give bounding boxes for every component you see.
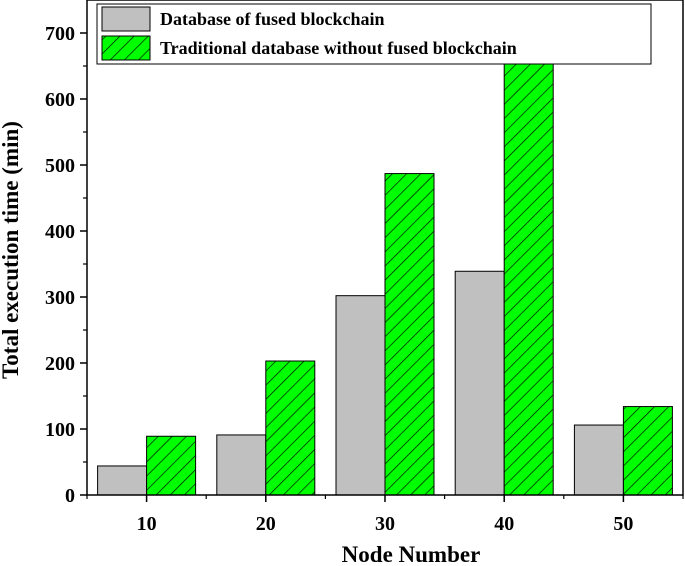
y-tick-label: 700 (45, 23, 75, 45)
bar-traditional-database (146, 435, 197, 496)
bar-traditional-database (384, 173, 435, 496)
y-tick-label: 100 (45, 419, 75, 441)
y-tick-label: 200 (45, 353, 75, 375)
bar-fused-blockchain (454, 270, 505, 496)
legend-swatch-traditional (101, 35, 151, 61)
x-axis-title: Node Number (342, 542, 481, 566)
y-tick-label: 0 (65, 485, 75, 507)
x-tick-label: 40 (494, 513, 514, 535)
bar-fused-blockchain (216, 434, 267, 496)
y-tick-label: 600 (45, 89, 75, 111)
legend-swatch-fused (101, 6, 151, 32)
bar-fused-blockchain (573, 424, 624, 496)
x-tick-label: 10 (137, 513, 157, 535)
x-axis: 10 20 30 40 50 (86, 495, 684, 535)
x-tick-label: 30 (375, 513, 395, 535)
legend-label-traditional: Traditional database without fused block… (160, 38, 517, 58)
legend-label-fused: Database of fused blockchain (160, 9, 385, 29)
y-tick-label: 300 (45, 287, 75, 309)
bar-fused-blockchain (335, 295, 386, 496)
x-tick-label: 50 (613, 513, 633, 535)
bar-traditional-database (265, 360, 316, 496)
legend-frame (96, 3, 652, 65)
bar-fused-blockchain (97, 465, 148, 496)
x-tick-label: 20 (256, 513, 276, 535)
y-axis-title: Total execution time (min) (0, 121, 23, 379)
plot-area (97, 56, 673, 496)
bar-traditional-database (503, 56, 554, 496)
y-axis: 0 100 200 300 400 500 600 700 (45, 23, 87, 507)
legend: Database of fused blockchain Traditional… (96, 3, 652, 65)
bar-traditional-database (622, 406, 673, 496)
y-tick-label: 500 (45, 155, 75, 177)
y-tick-label: 400 (45, 221, 75, 243)
